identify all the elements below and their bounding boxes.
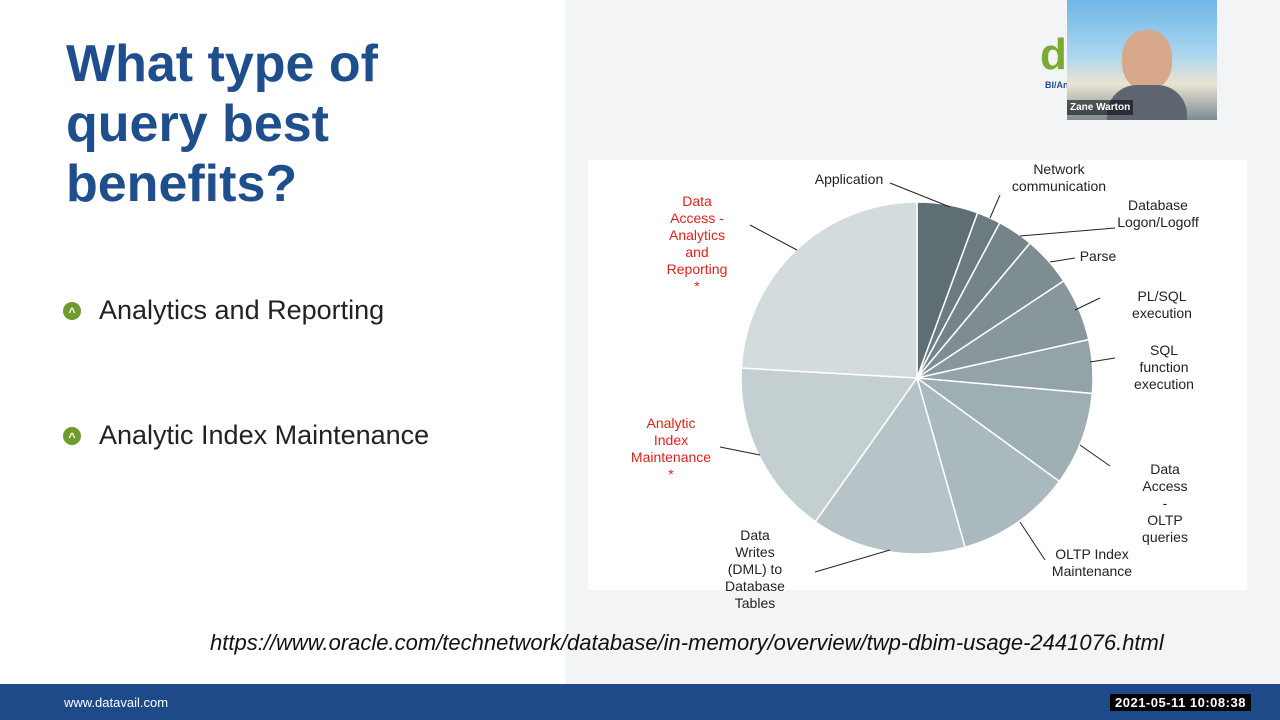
slice-label: Network communication	[1011, 161, 1107, 194]
slice-label: Data Writes (DML) to Database Tables	[725, 527, 785, 611]
leader-line	[1074, 297, 1101, 311]
slice-label: Analytic Index Maintenance *	[630, 415, 712, 482]
footer-bar: www.datavail.com 2021-05-11 10:08:38	[0, 684, 1280, 720]
leader-line	[989, 194, 1001, 219]
footer-text: www.datavail.com	[64, 695, 169, 710]
pie-slice	[915, 376, 1061, 549]
presenter-name: Zane Warton	[1067, 100, 1134, 115]
leader-line	[1019, 521, 1046, 561]
webcam: Zane Warton	[1067, 0, 1217, 120]
pie-slice	[814, 376, 966, 555]
leader-line	[889, 182, 951, 208]
slide-title: What type of query best benefits?	[66, 35, 378, 213]
pie-slice	[740, 201, 918, 379]
bullet-icon: ^	[63, 427, 81, 445]
presenter-face	[1122, 30, 1172, 90]
logo-sub: BI/An	[1045, 80, 1069, 90]
pie-chart	[719, 182, 1116, 573]
leader-line	[1049, 257, 1076, 263]
slice-label: Data Access - Analytics and Reporting *	[666, 193, 728, 294]
bullet: Analytic Index Maintenance	[99, 420, 430, 450]
slice-label: Data Access - OLTP queries	[1142, 461, 1188, 545]
leader-line	[1019, 227, 1116, 237]
pie-slice	[914, 377, 1094, 483]
slice-label: Application	[814, 171, 884, 187]
leader-line	[1089, 357, 1116, 363]
leader-line	[749, 224, 798, 251]
bullet-icon: ^	[63, 302, 81, 320]
slice-label: SQL function execution	[1134, 342, 1194, 392]
slice-label: OLTP Index Maintenance	[1051, 546, 1133, 579]
bullet: Analytics and Reporting	[99, 295, 385, 325]
leader-line	[719, 446, 761, 456]
timestamp: 2021-05-11 10:08:38	[1110, 694, 1251, 711]
slice-label: PL/SQL execution	[1132, 288, 1192, 321]
slice-label: Database Logon/Logoff	[1117, 197, 1199, 230]
source-url: https://www.oracle.com/technetwork/datab…	[210, 630, 1164, 655]
logo: d	[1040, 30, 1067, 79]
slice-label: Parse	[1079, 248, 1117, 264]
leader-line	[814, 549, 891, 573]
leader-line	[1079, 444, 1111, 467]
